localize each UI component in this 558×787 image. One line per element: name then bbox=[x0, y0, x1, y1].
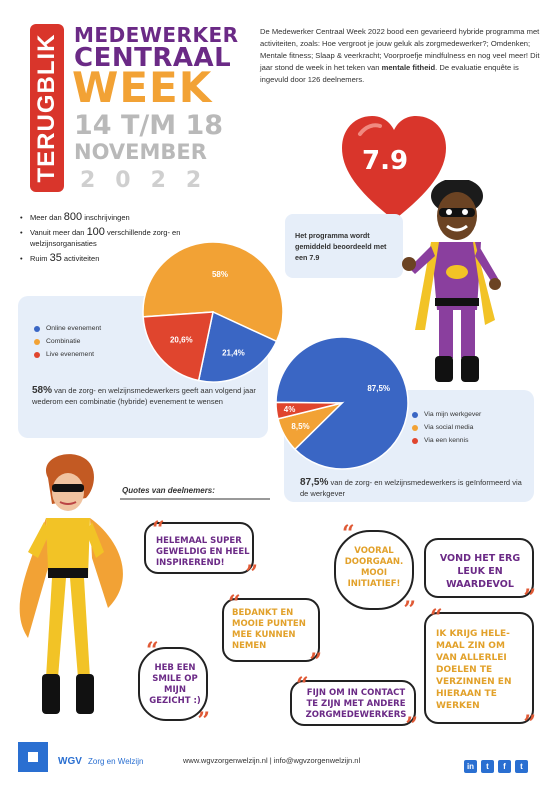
pie-chart-information-source: 87,5% 8,5% 4% bbox=[275, 336, 409, 470]
linkedin-icon[interactable]: in bbox=[464, 760, 477, 773]
quote-bubble-7: “ IK KRIJG HELE-MAAL ZIN OM VAN ALLERLEI… bbox=[424, 607, 536, 735]
footer-contact[interactable]: www.wgvzorgenwelzijn.nl | info@wgvzorgen… bbox=[183, 756, 361, 765]
bullet-item: • Meer dan 800 inschrijvingen bbox=[20, 211, 130, 223]
bullet-item: • Vanuit meer dan 100 verschillende zorg-… bbox=[20, 226, 181, 249]
male-superhero-illustration bbox=[402, 180, 501, 382]
quote-bubble-5: “ FIJN OM IN CONTACT TE ZIJN MET ANDERE … bbox=[290, 675, 418, 737]
title-line-1: MEDEWERKER bbox=[74, 23, 239, 47]
twitter-icon[interactable]: t bbox=[481, 760, 494, 773]
pie-label-via-een-kennis: 4% bbox=[284, 405, 296, 414]
heart-caption-box: Het programma wordt gemiddeld beoordeeld… bbox=[285, 214, 403, 278]
pie-slice-online-evenement bbox=[197, 310, 278, 383]
pie-slice-live-evenement bbox=[142, 311, 214, 382]
heart-score: 7.9 bbox=[362, 146, 409, 176]
heart-caption: Het programma wordt gemiddeld beoordeeld… bbox=[295, 231, 387, 262]
facebook-icon[interactable]: f bbox=[498, 760, 511, 773]
bullet-item: • Ruim 35 activiteiten bbox=[20, 252, 100, 264]
pie-label-via-social-media: 8,5% bbox=[291, 422, 309, 431]
pie-slice-via-een-kennis bbox=[275, 401, 343, 420]
legend-social-media: Via social media bbox=[412, 424, 481, 431]
quote-bubble-4: “ VOORAL DOORGAAN. MOOI INITIATIEF! ” bbox=[334, 523, 416, 621]
twitter-icon-2[interactable]: t bbox=[515, 760, 528, 773]
female-superhero-illustration bbox=[19, 454, 123, 714]
brand-name: WGV bbox=[58, 756, 82, 767]
quotes-title: Quotes van deelnemers: bbox=[122, 486, 215, 495]
quote-bubble-2: “ BEDANKT EN MOOIE PUNTEN MEE KUNNEN NEM… bbox=[222, 593, 322, 673]
pie-label-online-evenement: 21,4% bbox=[222, 349, 245, 358]
legend-kennis: Via een kennis bbox=[412, 437, 481, 444]
brand-subtitle: Zorg en Welzijn bbox=[88, 757, 144, 766]
pie-label-via-mijn-werkgever: 87,5% bbox=[367, 384, 390, 393]
chart2-legend: Via mijn werkgever Via social media Via … bbox=[412, 411, 481, 450]
chart1-legend: Online evenement Combinatie Live eveneme… bbox=[34, 325, 101, 364]
pie-label-combinatie: 58% bbox=[212, 270, 228, 279]
intro-text: De Medewerker Centraal Week 2022 bood ee… bbox=[260, 27, 540, 84]
quotes-divider bbox=[120, 498, 270, 500]
legend-online: Online evenement bbox=[34, 325, 101, 332]
title-line-2: CENTRAAL bbox=[74, 43, 232, 73]
title-line-3: WEEK bbox=[72, 63, 213, 112]
legend-combinatie: Combinatie bbox=[34, 338, 101, 345]
legend-werkgever: Via mijn werkgever bbox=[412, 411, 481, 418]
chart2-statement: 87,5% van de zorg- en welzijnsmedewerker… bbox=[300, 477, 522, 498]
date-line-2: NOVEMBER bbox=[74, 140, 207, 164]
date-line-1: 14 T/M 18 bbox=[74, 110, 224, 141]
year: 2022 bbox=[80, 168, 222, 193]
quote-bubble-6: VOND HET ERG LEUK EN WAARDEVOL ” bbox=[424, 538, 536, 609]
legend-live: Live evenement bbox=[34, 351, 101, 358]
pie-chart-event-type: 58% 21,4% 20,6% bbox=[142, 241, 284, 383]
pie-slice-combinatie bbox=[142, 241, 284, 343]
terugblik-badge: TERUGBLIK bbox=[30, 24, 64, 192]
chart1-statement: 58% van de zorg- en welzijnsmedewerkers … bbox=[32, 385, 256, 406]
wgv-logo-icon bbox=[18, 742, 48, 772]
pie-label-live-evenement: 20,6% bbox=[170, 336, 193, 345]
quote-bubble-3: “ HEB EEN SMILE OP MIJN GEZICHT :) ” bbox=[138, 640, 210, 732]
quote-bubble-1: “ HELEMAAL SUPER GEWELDIG EN HEEL INSPIR… bbox=[144, 519, 258, 585]
stats-bullets: • Meer dan 800 inschrijvingen • Vanuit mee… bbox=[20, 212, 210, 268]
